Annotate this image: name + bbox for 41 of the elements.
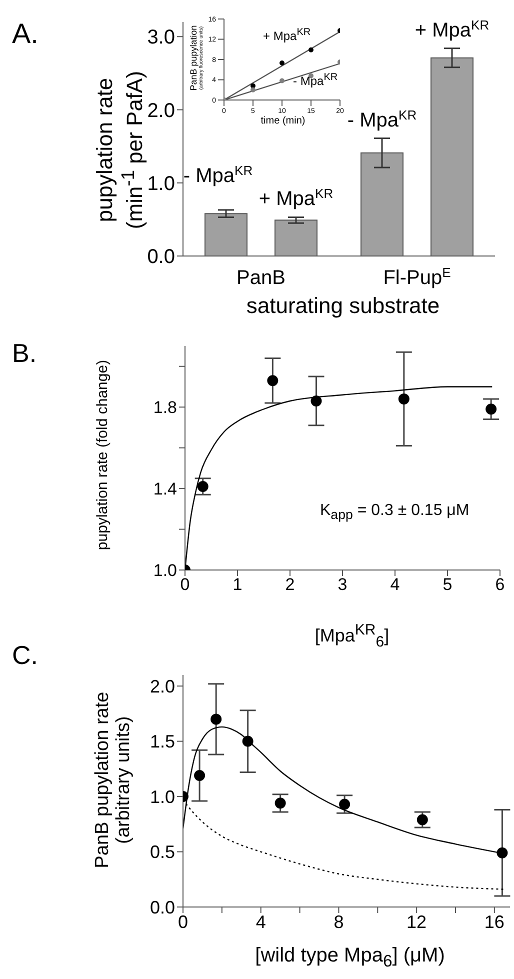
y-axis-title: pupylation rate (fold change): [94, 360, 111, 550]
series-label: + Mpa$^{KR}$: [263, 27, 311, 43]
x-tick-label: 8: [334, 912, 344, 932]
y-tick-label: 0.0: [150, 897, 175, 918]
annotation: K$_{app}$ = 0.3 ± 0.15 μM: [320, 502, 470, 522]
x-tick-label: 2: [285, 575, 295, 594]
y-tick-label: 2.0: [147, 100, 175, 122]
series-label: + Mpa$^{KR}$: [258, 186, 334, 210]
x-tick-label: 4: [390, 575, 400, 594]
x-tick-label: Fl-Pup$^{E}$: [383, 264, 452, 289]
y-tick-label: 0.5: [150, 842, 175, 862]
x-tick-label: 1: [232, 575, 242, 594]
y-tick-label: 1.0: [150, 786, 175, 807]
y-tick-label: 1.0: [147, 172, 175, 195]
x-tick-label: 3: [338, 575, 348, 594]
x-tick-label: 4: [256, 912, 266, 932]
y-tick-label: 1.5: [150, 732, 175, 752]
x-tick-label: 6: [495, 575, 505, 594]
y-tick-label: 3.0: [147, 26, 175, 49]
x-tick-label: PanB: [236, 267, 286, 289]
x-axis-title: time (min): [260, 116, 306, 126]
text: - Mpa$^{KR}$: [183, 162, 253, 187]
x-tick-label: 5: [442, 575, 452, 594]
y-tick-label: 1.0: [153, 561, 177, 580]
y-tick-label: 2.0: [150, 676, 175, 696]
x-tick-label: 16: [484, 912, 504, 932]
x-axis-title: [wild type Mpa$_{6}$] (μM): [255, 944, 445, 970]
y-tick-label: 0.0: [147, 246, 175, 268]
y-tick-label: 1.8: [153, 398, 177, 418]
text: + Mpa$^{KR}$: [414, 16, 490, 42]
x-axis-title: [Mpa$^{KR}$$_{6}$]: [314, 622, 390, 650]
text: B.: [12, 338, 37, 368]
text: C.: [12, 640, 38, 670]
series-label: - Mpa$^{KR}$: [293, 72, 338, 88]
x-tick-label: 0: [180, 575, 190, 594]
series-label: - Mpa$^{KR}$: [347, 106, 417, 132]
text: A.: [12, 18, 38, 49]
y-tick-label: 1.4: [153, 480, 177, 499]
y-axis-title: PanB pupylation rate (arbitrary units): [92, 692, 134, 868]
x-tick-label: 12: [406, 912, 427, 932]
x-axis-title: saturating substrate: [246, 293, 440, 318]
